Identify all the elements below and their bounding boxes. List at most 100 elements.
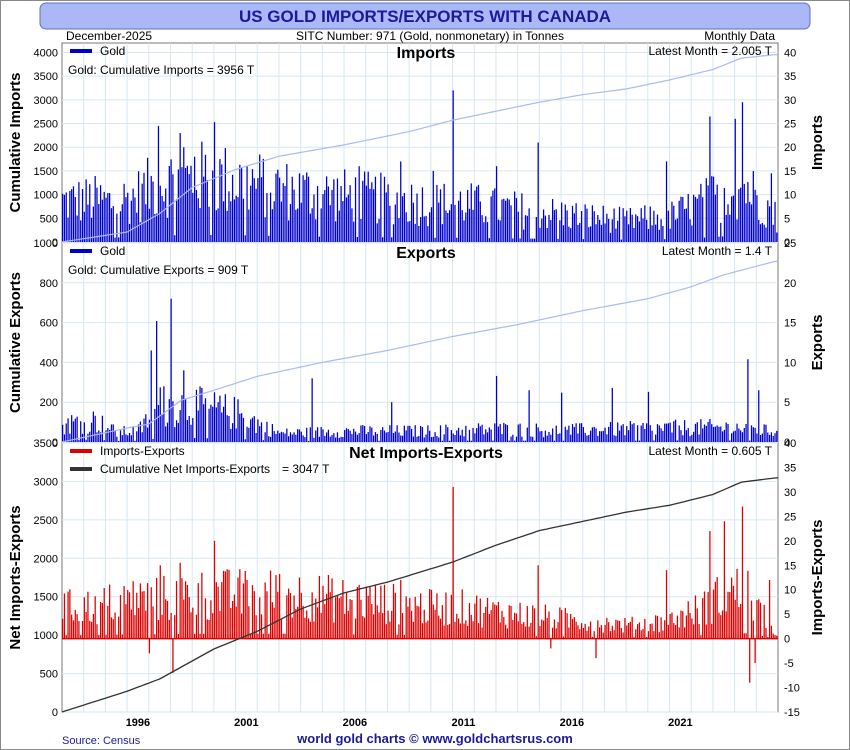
monthly-bar: [736, 219, 738, 242]
monthly-bar: [81, 620, 84, 639]
left-tick-label: 1500: [34, 592, 58, 604]
monthly-bar: [646, 423, 648, 442]
monthly-bar: [678, 425, 680, 442]
monthly-bar: [486, 597, 489, 639]
monthly-bar: [644, 429, 646, 442]
monthly-bar: [183, 599, 185, 639]
monthly-bar: [423, 609, 425, 639]
monthly-bar: [544, 430, 547, 442]
monthly-bar: [682, 196, 684, 242]
monthly-bar: [559, 433, 561, 442]
monthly-bar: [248, 427, 250, 442]
monthly-bar: [759, 434, 762, 442]
left-tick-label: 400: [40, 357, 58, 369]
monthly-bar: [208, 206, 210, 242]
monthly-bar: [723, 429, 726, 442]
left-tick-label: 1000: [34, 238, 58, 250]
monthly-bar: [193, 438, 196, 442]
monthly-bar: [653, 631, 655, 639]
monthly-bar: [517, 211, 519, 242]
monthly-bar: [74, 609, 76, 639]
monthly-bar: [132, 188, 134, 242]
monthly-bar: [383, 430, 386, 442]
monthly-bar: [537, 565, 539, 639]
monthly-bar: [664, 239, 666, 242]
monthly-bar: [665, 423, 668, 442]
monthly-bar: [754, 638, 756, 664]
monthly-bar: [363, 617, 366, 639]
monthly-bar: [105, 430, 107, 442]
monthly-bar: [107, 428, 109, 442]
monthly-bar: [360, 599, 362, 639]
monthly-bar: [233, 396, 236, 442]
monthly-bar: [148, 638, 151, 654]
monthly-bar: [633, 423, 635, 442]
monthly-bar: [87, 433, 89, 442]
monthly-bar: [217, 586, 219, 639]
monthly-bar: [693, 194, 695, 242]
monthly-bar: [504, 424, 507, 442]
monthly-bar: [638, 221, 641, 242]
monthly-bar: [146, 427, 149, 442]
right-tick-label: 10: [784, 585, 796, 597]
monthly-bar: [761, 433, 763, 442]
monthly-bar: [537, 142, 539, 242]
monthly-bar: [495, 166, 498, 242]
right-tick-label: 25: [784, 511, 796, 523]
legend-swatch: [70, 449, 92, 453]
monthly-bar: [203, 176, 205, 242]
monthly-bar: [476, 595, 478, 639]
monthly-bar: [459, 623, 462, 639]
monthly-bar: [767, 432, 769, 442]
monthly-bar: [146, 157, 149, 242]
monthly-bar: [727, 591, 729, 639]
monthly-bar: [727, 423, 729, 442]
monthly-bar: [640, 630, 642, 639]
monthly-bar: [380, 585, 382, 639]
monthly-bar: [128, 223, 131, 242]
monthly-bar: [212, 170, 214, 242]
monthly-bar: [622, 208, 624, 242]
monthly-bar: [65, 192, 67, 242]
monthly-bar: [273, 431, 275, 442]
monthly-bar: [315, 219, 317, 242]
monthly-bar: [551, 428, 554, 442]
monthly-bar: [521, 436, 523, 442]
monthly-bar: [394, 431, 396, 442]
monthly-bar: [338, 437, 340, 442]
monthly-bar: [85, 179, 87, 242]
monthly-bar: [72, 421, 75, 442]
monthly-bar: [132, 426, 134, 442]
monthly-bar: [626, 210, 628, 242]
monthly-bar: [638, 622, 641, 639]
monthly-bar: [573, 617, 575, 639]
monthly-bar: [553, 619, 556, 639]
monthly-bar: [222, 201, 225, 242]
monthly-bar: [161, 614, 163, 639]
right-tick-label: 20: [784, 536, 796, 548]
right-tick-label: 5: [784, 397, 790, 409]
monthly-bar: [344, 169, 346, 242]
monthly-bar: [320, 612, 322, 639]
monthly-bar: [251, 585, 254, 639]
monthly-bar: [304, 179, 306, 242]
monthly-bar: [403, 192, 405, 242]
monthly-bar: [414, 425, 416, 442]
monthly-bar: [63, 593, 66, 639]
monthly-bar: [130, 435, 132, 442]
monthly-bar: [557, 434, 559, 442]
latest-month-label: Latest Month = 2.005 T: [648, 44, 772, 58]
monthly-bar: [94, 596, 96, 639]
title-banner: [39, 2, 811, 30]
monthly-bar: [729, 440, 731, 442]
monthly-bar: [723, 521, 726, 639]
monthly-bar: [768, 206, 771, 242]
monthly-bar: [333, 433, 335, 442]
monthly-bar: [519, 602, 521, 639]
monthly-bar: [239, 569, 241, 639]
monthly-bar: [414, 596, 416, 639]
monthly-bar: [624, 216, 626, 242]
monthly-bar: [92, 613, 95, 639]
monthly-bar: [203, 633, 205, 639]
monthly-bar: [385, 432, 387, 442]
